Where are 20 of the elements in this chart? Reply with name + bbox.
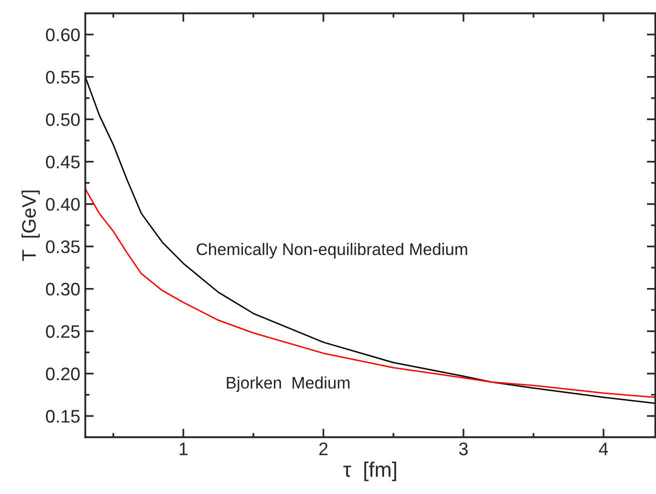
series-label: Bjorken Medium — [226, 376, 350, 392]
x-tick-label: 2 — [319, 442, 328, 456]
line-series — [85, 76, 656, 404]
y-tick-label: 0.30 — [46, 282, 80, 296]
y-tick-label: 0.20 — [46, 368, 80, 380]
y-tick-label: 0.15 — [46, 410, 80, 423]
x-axis-title: τ [fm] — [343, 462, 396, 482]
y-tick-label: 0.45 — [46, 156, 80, 168]
line-series — [85, 188, 656, 398]
y-tick-label: 0.50 — [46, 113, 80, 126]
y-tick-label: 0.25 — [46, 325, 80, 338]
x-tick-label: 1 — [180, 442, 188, 456]
y-tick-label: 0.35 — [46, 240, 80, 254]
y-tick-label: 0.55 — [46, 70, 80, 84]
x-tick-label: 3 — [459, 442, 468, 456]
y-tick-label: 0.40 — [46, 198, 80, 211]
series-label: Chemically Non-equilibrated Medium — [196, 242, 468, 258]
y-axis-title: T [GeV] — [22, 190, 40, 261]
y-tick-label: 0.60 — [46, 28, 80, 42]
x-tick-label: 4 — [598, 442, 608, 456]
